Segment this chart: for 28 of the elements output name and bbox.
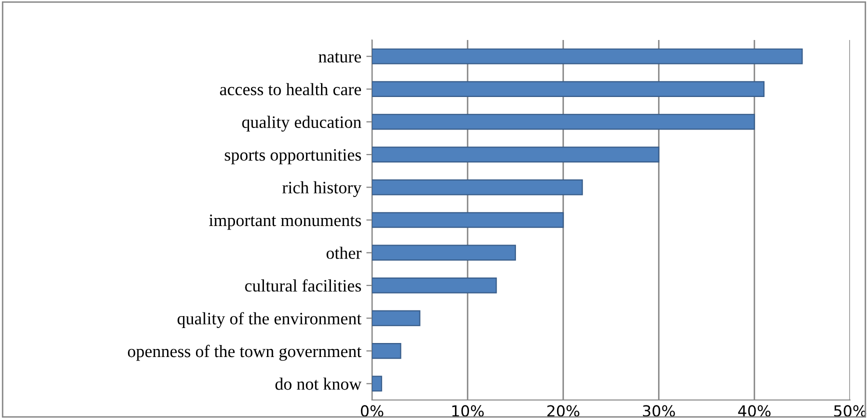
bar <box>372 179 583 196</box>
bar <box>372 278 497 294</box>
y-tick-label: nature <box>318 52 361 63</box>
y-tick-label: rich history <box>282 181 362 198</box>
y-tick-label: important monuments <box>209 214 361 230</box>
bar <box>372 376 382 392</box>
bar <box>372 244 516 261</box>
bar <box>372 81 765 98</box>
y-tick-label: openness of the town government <box>128 344 362 361</box>
bar <box>372 310 420 326</box>
y-tick-label: sports opportunities <box>224 149 361 164</box>
y-tick-label: quality of the environment <box>178 312 362 328</box>
x-tick-label: 20% <box>547 405 580 417</box>
bar <box>372 114 755 130</box>
x-tick-label: 0% <box>360 405 384 417</box>
bar <box>372 212 564 228</box>
y-tick-label: quality education <box>242 116 362 132</box>
x-tick-label: 40% <box>738 405 771 417</box>
y-tick-label: cultural facilities <box>245 279 361 292</box>
y-tick-label: do not know <box>275 378 362 390</box>
y-tick-label: other <box>326 246 362 259</box>
bar <box>372 146 660 162</box>
bar <box>372 342 402 359</box>
x-tick-label: 10% <box>452 405 484 417</box>
x-tick-label: 50% <box>834 405 866 417</box>
bar <box>372 48 803 64</box>
x-tick-label: 30% <box>642 405 675 417</box>
y-tick-label: access to health care <box>220 83 361 96</box>
